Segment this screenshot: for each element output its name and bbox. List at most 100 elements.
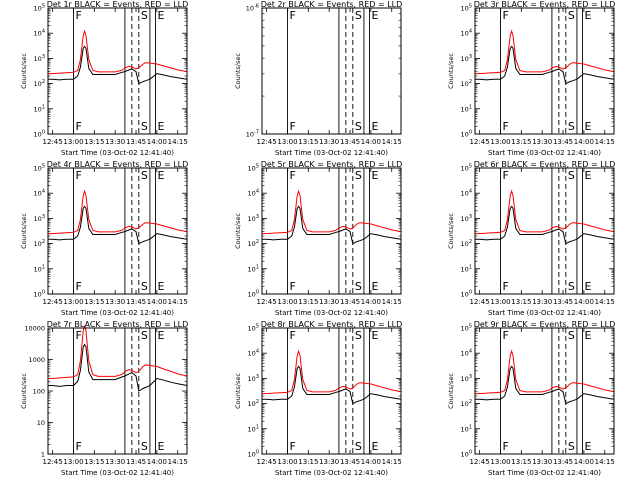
- event-marker-label: F: [502, 120, 508, 133]
- plot-frame: [47, 7, 188, 135]
- y-tick-label: 1: [41, 451, 45, 459]
- event-marker-label-top: S: [568, 169, 575, 182]
- series-line-lld: [475, 189, 615, 235]
- series-line-lld: [48, 29, 188, 75]
- x-tick-label: 13:15: [84, 458, 104, 466]
- x-tick-label: 13:15: [84, 138, 104, 146]
- x-tick-label: 14:15: [168, 458, 188, 466]
- panel-title: Det 3r BLACK = Events, RED = LLD: [474, 0, 616, 9]
- x-tick-label: 13:30: [105, 138, 125, 146]
- y-axis-label: Counts/sec: [20, 373, 28, 409]
- x-tick-label: 13:30: [319, 138, 339, 146]
- x-tick-label: 13:15: [298, 298, 318, 306]
- x-axis-label: Start Time (03-Oct-02 12:41:40): [61, 149, 174, 157]
- y-tick-label: 105: [461, 4, 472, 13]
- y-tick-label: 105: [34, 4, 45, 13]
- y-axis-label: Counts/sec: [447, 53, 455, 89]
- x-tick-label: 12:45: [43, 298, 63, 306]
- series-line-lld: [262, 189, 402, 235]
- x-tick-label: 13:00: [63, 138, 83, 146]
- y-tick-label: 104: [248, 349, 259, 358]
- event-marker-label-top: S: [141, 9, 148, 22]
- x-tick-label: 13:30: [532, 298, 552, 306]
- y-tick-label: 105: [461, 324, 472, 333]
- panel-title: Det 8r BLACK = Events, RED = LLD: [261, 320, 403, 329]
- x-tick-label: 14:15: [595, 458, 615, 466]
- y-tick-label: 103: [461, 54, 472, 63]
- y-tick-label: 1000: [28, 356, 45, 364]
- series-line-lld: [48, 325, 188, 379]
- event-marker-label: S: [355, 120, 362, 133]
- series-line-events: [262, 365, 402, 405]
- x-tick-label: 13:45: [340, 138, 360, 146]
- event-marker-label-top: F: [75, 169, 81, 182]
- y-tick-label: 104: [461, 349, 472, 358]
- x-tick-label: 12:45: [43, 458, 63, 466]
- series-line-events: [475, 365, 615, 405]
- y-tick-label: 105: [248, 164, 259, 173]
- series-line-events: [475, 205, 615, 245]
- event-marker-label: S: [568, 120, 575, 133]
- event-marker-label-top: F: [75, 9, 81, 22]
- event-marker-label: S: [141, 280, 148, 293]
- x-tick-label: 12:45: [470, 458, 490, 466]
- x-tick-label: 13:15: [298, 138, 318, 146]
- x-tick-label: 13:30: [532, 458, 552, 466]
- series-line-lld: [48, 189, 188, 235]
- y-axis-label: Counts/sec: [447, 213, 455, 249]
- event-marker-label: F: [289, 120, 295, 133]
- event-marker-label-top: E: [157, 329, 164, 342]
- x-tick-label: 13:30: [105, 298, 125, 306]
- x-tick-label: 14:00: [574, 138, 594, 146]
- panel-title: Det 7r BLACK = Events, RED = LLD: [47, 320, 189, 329]
- y-tick-label: 104: [461, 189, 472, 198]
- event-marker-label-top: E: [584, 329, 591, 342]
- x-axis-label: Start Time (03-Oct-02 12:41:40): [61, 309, 174, 317]
- x-tick-label: 13:15: [511, 298, 531, 306]
- detector-panel-3: Det 3r BLACK = Events, RED = LLD Start Ti…: [447, 0, 615, 157]
- series-line-lld: [475, 29, 615, 75]
- series-line-events: [48, 343, 188, 392]
- y-axis-label: Counts/sec: [234, 373, 242, 409]
- x-tick-label: 14:00: [574, 298, 594, 306]
- x-tick-label: 13:30: [319, 298, 339, 306]
- x-tick-label: 13:45: [553, 458, 573, 466]
- y-tick-label: 102: [248, 239, 259, 248]
- y-tick-label: 103: [461, 214, 472, 223]
- event-marker-label-top: S: [355, 9, 362, 22]
- event-marker-label: E: [371, 440, 378, 453]
- event-marker-label-top: E: [584, 9, 591, 22]
- x-tick-label: 13:45: [340, 458, 360, 466]
- panel-title: Det 5r BLACK = Events, RED = LLD: [261, 160, 403, 169]
- y-tick-label: 104: [248, 189, 259, 198]
- y-tick-label: 102: [461, 239, 472, 248]
- x-axis-label: Start Time (03-Oct-02 12:41:40): [275, 469, 388, 477]
- plot-frame: [47, 327, 188, 455]
- plot-frame: [474, 167, 615, 295]
- x-tick-label: 13:00: [277, 138, 297, 146]
- x-tick-label: 13:45: [126, 138, 146, 146]
- y-tick-label: 102: [461, 79, 472, 88]
- plot-frame: [261, 167, 402, 295]
- x-tick-label: 14:15: [382, 298, 402, 306]
- y-tick-label: 101: [34, 104, 45, 113]
- x-tick-label: 12:45: [257, 298, 277, 306]
- x-tick-label: 13:45: [553, 298, 573, 306]
- y-tick-label: 10-7: [246, 130, 259, 139]
- event-marker-label-top: S: [355, 169, 362, 182]
- event-marker-label: S: [141, 120, 148, 133]
- x-tick-label: 13:00: [490, 298, 510, 306]
- event-marker-label-top: F: [75, 329, 81, 342]
- event-marker-label: E: [157, 440, 164, 453]
- event-marker-label-top: F: [502, 329, 508, 342]
- y-tick-label: 102: [34, 79, 45, 88]
- y-tick-label: 103: [248, 374, 259, 383]
- panel-title: Det 2r BLACK = Events, RED = LLD: [261, 0, 403, 9]
- plot-frame: [474, 7, 615, 135]
- y-tick-label: 105: [461, 164, 472, 173]
- y-tick-label: 101: [461, 104, 472, 113]
- x-tick-label: 13:45: [126, 458, 146, 466]
- detector-panel-5: Det 5r BLACK = Events, RED = LLD Start Ti…: [234, 160, 402, 317]
- detector-panel-6: Det 6r BLACK = Events, RED = LLD Start Ti…: [447, 160, 615, 317]
